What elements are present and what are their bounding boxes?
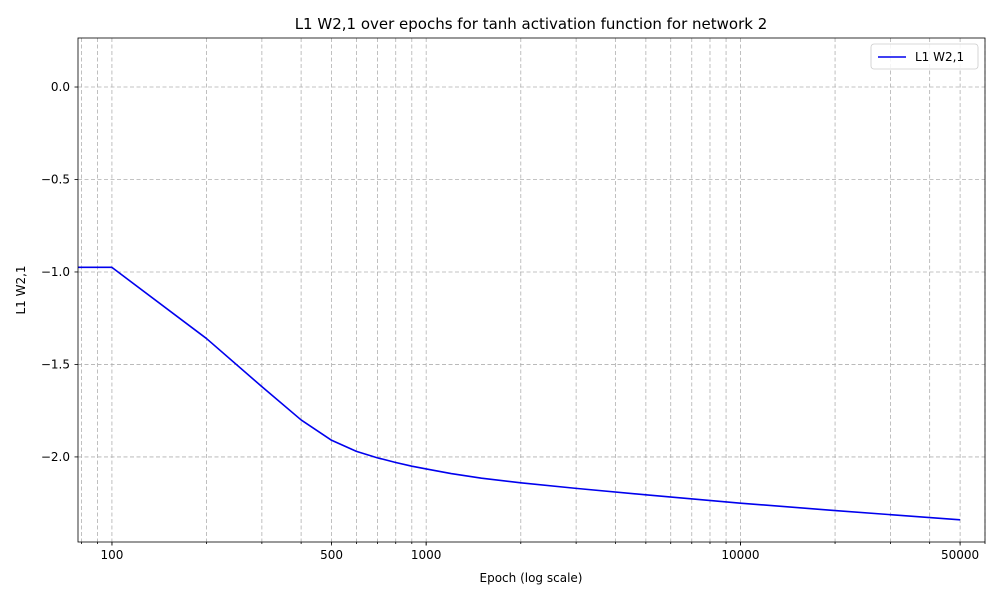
legend-box bbox=[870, 43, 979, 70]
series-line bbox=[78, 266, 961, 521]
x-tick-label: 1000 bbox=[411, 548, 442, 562]
axis-ticks: 0.0 −0.5 −1.0 −1.5 −2.0 100 500 1000 10000 50000 bbox=[41, 80, 986, 562]
legend: L1 W2,1 bbox=[870, 43, 979, 70]
y-axis-label: L1 W2,1 bbox=[14, 265, 28, 314]
x-tick-label: 500 bbox=[320, 548, 343, 562]
series-lines bbox=[78, 266, 961, 521]
x-tick-label: 10000 bbox=[721, 548, 759, 562]
y-tick-label: −0.5 bbox=[41, 172, 70, 186]
y-tick-label: −2.0 bbox=[41, 450, 70, 464]
chart-title: L1 W2,1 over epochs for tanh activation … bbox=[295, 15, 768, 33]
legend-label: L1 W2,1 bbox=[915, 50, 964, 64]
y-tick-label: −1.0 bbox=[41, 265, 70, 279]
grid bbox=[78, 38, 986, 542]
x-tick-label: 100 bbox=[100, 548, 123, 562]
y-tick-label: 0.0 bbox=[51, 80, 70, 94]
y-tick-label: −1.5 bbox=[41, 357, 70, 371]
x-tick-label: 50000 bbox=[941, 548, 979, 562]
plot-area bbox=[77, 37, 986, 543]
x-axis-label: Epoch (log scale) bbox=[480, 571, 583, 585]
